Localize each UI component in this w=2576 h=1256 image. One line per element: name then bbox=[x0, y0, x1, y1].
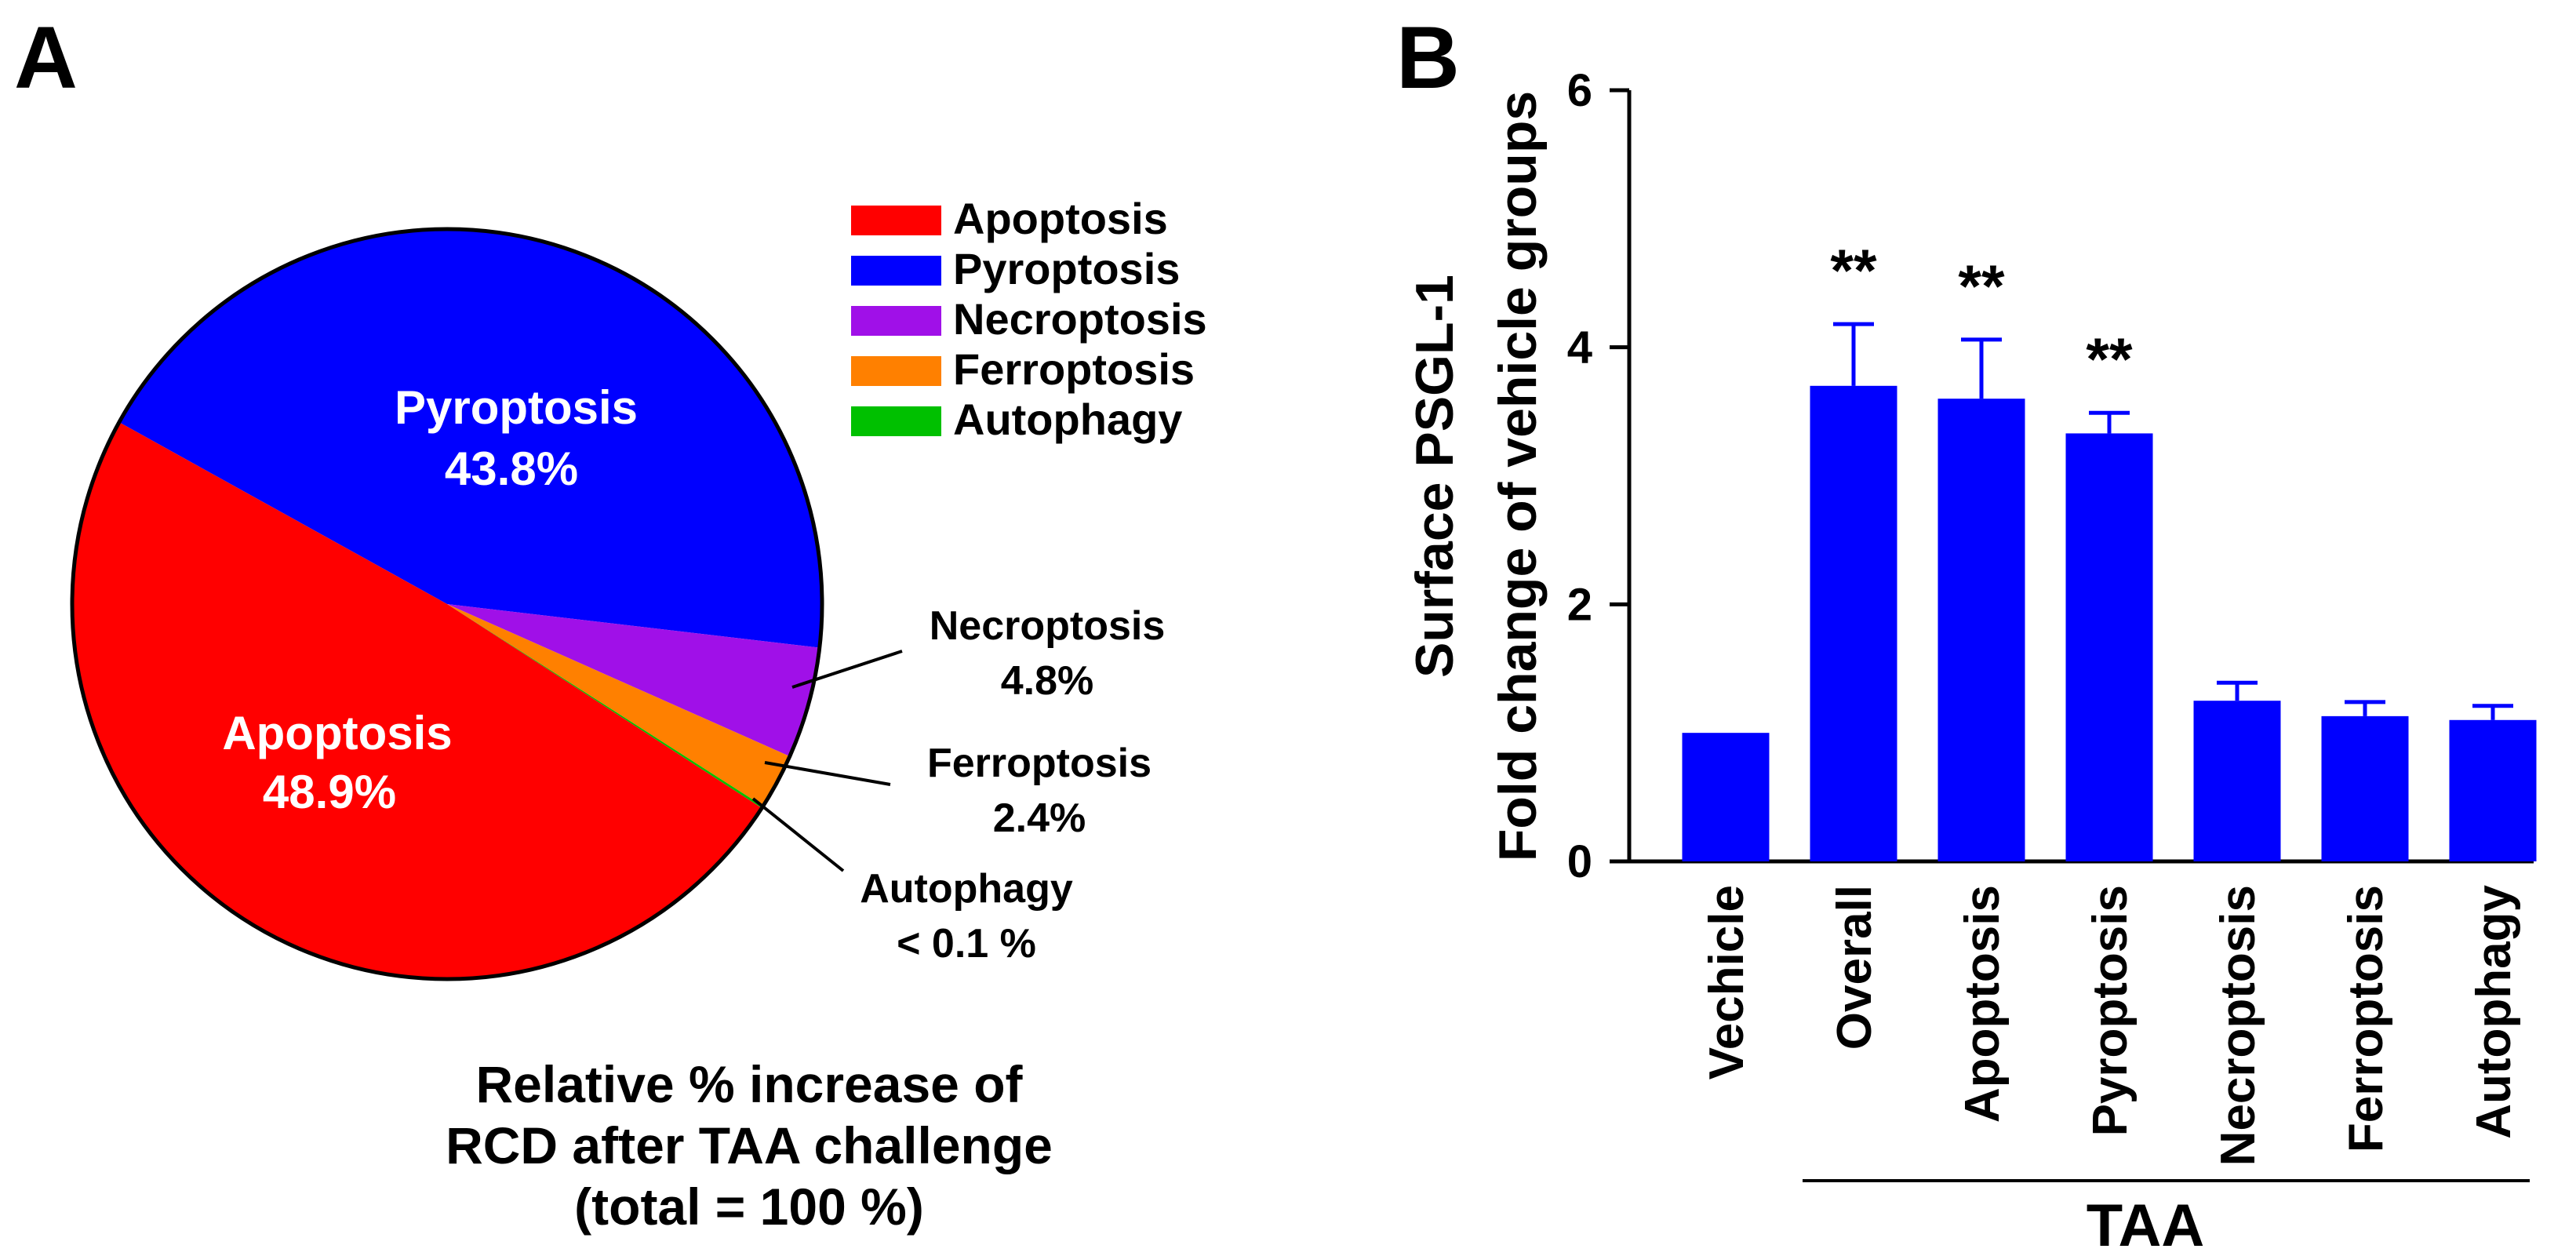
x-label-autophagy: Autophagy bbox=[2467, 884, 2521, 1138]
bar-x-labels: Vechicle Overall Apoptosis Pyroptosis Necrop… bbox=[1700, 884, 2521, 1166]
y-tick-label: 6 bbox=[1567, 65, 1592, 116]
pie-slice-autophagy bbox=[447, 604, 763, 809]
pie-label-autophagy-name: Autophagy bbox=[860, 866, 1073, 912]
pie-label-apoptosis-name: Apoptosis bbox=[222, 707, 452, 759]
y-tick-label: 2 bbox=[1567, 579, 1592, 630]
pie-slices bbox=[72, 228, 823, 979]
bar-ferroptosis bbox=[2321, 715, 2409, 861]
bars: ** ** ** bbox=[1682, 238, 2537, 862]
y-tick-label: 4 bbox=[1567, 322, 1592, 373]
y-tick-label: 0 bbox=[1567, 836, 1592, 887]
pie-slice-necroptosis bbox=[447, 604, 820, 757]
pie-label-ferroptosis-name: Ferroptosis bbox=[927, 741, 1152, 786]
legend-label-pyroptosis: Pyroptosis bbox=[953, 244, 1180, 293]
pie-legend: ApoptosisPyroptosisNecroptosisFerroptosi… bbox=[851, 194, 1207, 444]
leader-line-necroptosis bbox=[791, 650, 903, 689]
legend-swatch-apoptosis bbox=[851, 206, 941, 235]
legend-swatch-pyroptosis bbox=[851, 256, 941, 286]
legend-swatch-autophagy bbox=[851, 406, 941, 436]
legend-swatch-necroptosis bbox=[851, 306, 941, 336]
bar-vechicle bbox=[1682, 733, 1770, 861]
taa-group-label: TAA bbox=[2087, 1192, 2205, 1256]
bar-pyroptosis bbox=[2065, 433, 2153, 861]
panel-letter-b: B bbox=[1396, 9, 1460, 107]
y-axis-label-line1: Surface PSGL-1 bbox=[1405, 275, 1464, 678]
panel-letter-a: A bbox=[14, 9, 78, 107]
bar-apoptosis bbox=[1937, 399, 2025, 861]
x-label-apoptosis: Apoptosis bbox=[1956, 885, 2010, 1123]
pie-label-pyroptosis-name: Pyroptosis bbox=[395, 381, 638, 434]
legend-label-apoptosis: Apoptosis bbox=[953, 194, 1168, 243]
pie-label-necroptosis-name: Necroptosis bbox=[930, 603, 1166, 649]
pie-label-autophagy-value: < 0.1 % bbox=[897, 921, 1036, 967]
bar-y-ticks: 0 2 4 6 bbox=[1567, 65, 1629, 887]
legend-swatch-ferroptosis bbox=[851, 356, 941, 386]
bar-overall bbox=[1810, 385, 1897, 862]
x-label-necroptosis: Necroptosis bbox=[2211, 885, 2265, 1166]
significance-overall: ** bbox=[1830, 238, 1877, 304]
pie-outline bbox=[70, 227, 824, 981]
leader-line-autophagy bbox=[751, 797, 845, 872]
pie-chart: Pyroptosis 43.8% Apoptosis 48.9% Necropt… bbox=[70, 194, 1207, 1236]
significance-apoptosis: ** bbox=[1958, 253, 2005, 320]
legend-label-ferroptosis: Ferroptosis bbox=[953, 344, 1195, 394]
pie-label-ferroptosis-value: 2.4% bbox=[993, 795, 1086, 841]
significance-pyroptosis: ** bbox=[2086, 326, 2133, 393]
legend-label-autophagy: Autophagy bbox=[953, 395, 1182, 444]
x-label-overall: Overall bbox=[1828, 885, 1882, 1050]
bar-autophagy bbox=[2449, 719, 2537, 861]
pie-label-necroptosis-value: 4.8% bbox=[1001, 658, 1094, 704]
pie-slice-apoptosis bbox=[72, 422, 762, 979]
x-label-pyroptosis: Pyroptosis bbox=[2083, 885, 2138, 1136]
x-label-vechicle: Vechicle bbox=[1700, 885, 1754, 1079]
pie-label-apoptosis-value: 48.9% bbox=[263, 766, 396, 818]
bar-necroptosis bbox=[2193, 701, 2281, 861]
pie-title-line: (total = 100 %) bbox=[574, 1178, 924, 1236]
pie-title-line: Relative % increase of bbox=[476, 1055, 1024, 1113]
leader-line-ferroptosis bbox=[764, 761, 891, 786]
legend-label-necroptosis: Necroptosis bbox=[953, 294, 1207, 344]
x-label-ferroptosis: Ferroptosis bbox=[2339, 885, 2393, 1152]
pie-title: Relative % increase of RCD after TAA chal… bbox=[446, 1055, 1053, 1236]
pie-slice-ferroptosis bbox=[447, 604, 790, 806]
pie-title-line: RCD after TAA challenge bbox=[446, 1116, 1053, 1174]
pie-label-pyroptosis-value: 43.8% bbox=[445, 442, 578, 495]
y-axis-label-line2: Fold change of vehicle groups bbox=[1488, 91, 1548, 861]
bar-chart: 0 2 4 6 Surface PSGL-1 Fold change of vehic… bbox=[1405, 65, 2537, 1256]
pie-slice-pyroptosis bbox=[118, 228, 823, 648]
